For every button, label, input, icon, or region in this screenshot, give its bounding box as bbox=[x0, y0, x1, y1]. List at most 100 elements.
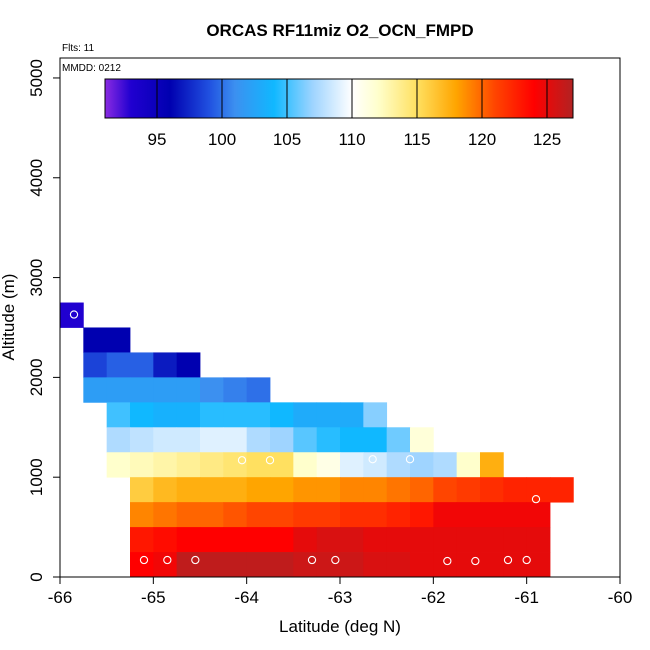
heatmap-cell bbox=[410, 552, 434, 578]
heatmap-cell bbox=[363, 427, 388, 453]
heatmap-cell bbox=[270, 477, 294, 503]
observation-point bbox=[503, 555, 513, 565]
heatmap-cell bbox=[480, 477, 504, 503]
y-tick-label: 0 bbox=[27, 572, 46, 581]
heatmap-cell bbox=[153, 527, 178, 553]
observation-point bbox=[522, 555, 531, 565]
heatmap-cell bbox=[340, 477, 364, 503]
heatmap-cell bbox=[270, 552, 294, 578]
observation-point bbox=[443, 556, 452, 566]
heatmap-cell bbox=[456, 527, 481, 553]
heatmap-cell bbox=[106, 402, 131, 428]
heatmap-cell bbox=[153, 427, 178, 453]
date-note: MMDD: 0212 bbox=[62, 63, 121, 74]
heatmap-cell bbox=[433, 452, 458, 478]
heatmap-cell bbox=[363, 552, 388, 578]
heatmap-cell bbox=[433, 552, 458, 578]
heatmap-cell bbox=[246, 427, 271, 453]
heatmap-cell bbox=[386, 527, 411, 553]
heatmap-cell bbox=[316, 502, 341, 528]
heatmap-cell bbox=[363, 477, 388, 503]
heatmap-cell bbox=[200, 402, 224, 428]
heatmap-cell bbox=[480, 527, 504, 553]
heatmap-cell bbox=[130, 527, 154, 553]
heatmap-cell bbox=[480, 452, 504, 478]
heatmap-cell bbox=[316, 477, 341, 503]
heatmap-cell bbox=[340, 402, 364, 428]
heatmap-cell bbox=[456, 477, 481, 503]
heatmap-cell bbox=[223, 527, 248, 553]
heatmap-cell bbox=[106, 327, 131, 353]
heatmap-cell bbox=[316, 527, 341, 553]
heatmap-cell bbox=[363, 502, 388, 528]
heatmap-cell bbox=[316, 427, 341, 453]
colorbar-ticks: 95 100 105 110 115 120 125 bbox=[148, 79, 561, 149]
heatmap-cell bbox=[246, 402, 271, 428]
heatmap-cell bbox=[386, 477, 411, 503]
heatmap-cell bbox=[223, 402, 248, 428]
colorbar-gradient bbox=[104, 78, 574, 119]
heatmap-cell bbox=[223, 502, 248, 528]
heatmap-cell bbox=[200, 477, 224, 503]
heatmap-cell bbox=[200, 527, 224, 553]
heatmap-cell bbox=[176, 452, 201, 478]
heatmap-cell bbox=[130, 402, 154, 428]
colorbar-tick-label: 95 bbox=[148, 130, 167, 149]
heatmap-cell bbox=[153, 402, 178, 428]
heatmap-cell bbox=[550, 477, 574, 503]
x-tick-label: -61 bbox=[514, 588, 539, 607]
heatmap-cell bbox=[270, 427, 294, 453]
heatmap-cell bbox=[153, 552, 178, 578]
heatmap-cell bbox=[176, 427, 201, 453]
heatmap-cell bbox=[223, 452, 248, 478]
heatmap-cell bbox=[176, 352, 201, 378]
heatmap-cell bbox=[526, 477, 551, 503]
heatmap-cell bbox=[270, 502, 294, 528]
heatmap-cell bbox=[363, 527, 388, 553]
colorbar-tick-label: 125 bbox=[533, 130, 561, 149]
heatmap-cell bbox=[410, 427, 434, 453]
heatmap-cell bbox=[503, 502, 528, 528]
colorbar-tick-label: 120 bbox=[468, 130, 496, 149]
y-axis-label: Altitude (m) bbox=[0, 274, 18, 361]
observation-point bbox=[307, 555, 317, 565]
colorbar-tick-label: 105 bbox=[273, 130, 301, 149]
heatmap-cell bbox=[526, 527, 551, 553]
heatmap-cell bbox=[340, 427, 364, 453]
heatmap-cell bbox=[130, 502, 154, 528]
observation-point bbox=[331, 555, 340, 565]
heatmap-cell bbox=[456, 502, 481, 528]
observation-point bbox=[237, 456, 247, 465]
heatmap-cell bbox=[340, 527, 364, 553]
heatmap-cell bbox=[200, 427, 224, 453]
observation-point bbox=[405, 455, 415, 464]
heatmap-cell bbox=[433, 477, 458, 503]
heatmap-cell bbox=[106, 452, 131, 478]
heatmap-cell bbox=[410, 502, 434, 528]
heatmap-cell bbox=[410, 452, 434, 478]
x-tick-label: -63 bbox=[328, 588, 353, 607]
heatmap-cell bbox=[153, 477, 178, 503]
heatmap-cell bbox=[503, 552, 528, 578]
heatmap-cell bbox=[293, 477, 318, 503]
heatmap-cell bbox=[410, 477, 434, 503]
heatmap-cell bbox=[130, 552, 154, 578]
heatmap-cell bbox=[83, 352, 108, 378]
heatmap-cell bbox=[340, 552, 364, 578]
heatmap-cell bbox=[106, 377, 131, 403]
heatmap-cell bbox=[200, 552, 224, 578]
heatmap-cell bbox=[316, 552, 341, 578]
heatmap-cell bbox=[176, 527, 201, 553]
colorbar-tick-label: 100 bbox=[208, 130, 236, 149]
heatmap-cell bbox=[153, 502, 178, 528]
heatmap-cell bbox=[83, 327, 108, 353]
heatmap-cell bbox=[340, 452, 364, 478]
heatmap-cell bbox=[223, 552, 248, 578]
heatmap-cell bbox=[246, 527, 271, 553]
heatmap-cell bbox=[153, 452, 178, 478]
y-tick-label: 4000 bbox=[27, 159, 46, 197]
heatmap-cell bbox=[130, 452, 154, 478]
heatmap-cell bbox=[386, 502, 411, 528]
heatmap-cell bbox=[223, 427, 248, 453]
heatmap-cell bbox=[200, 502, 224, 528]
